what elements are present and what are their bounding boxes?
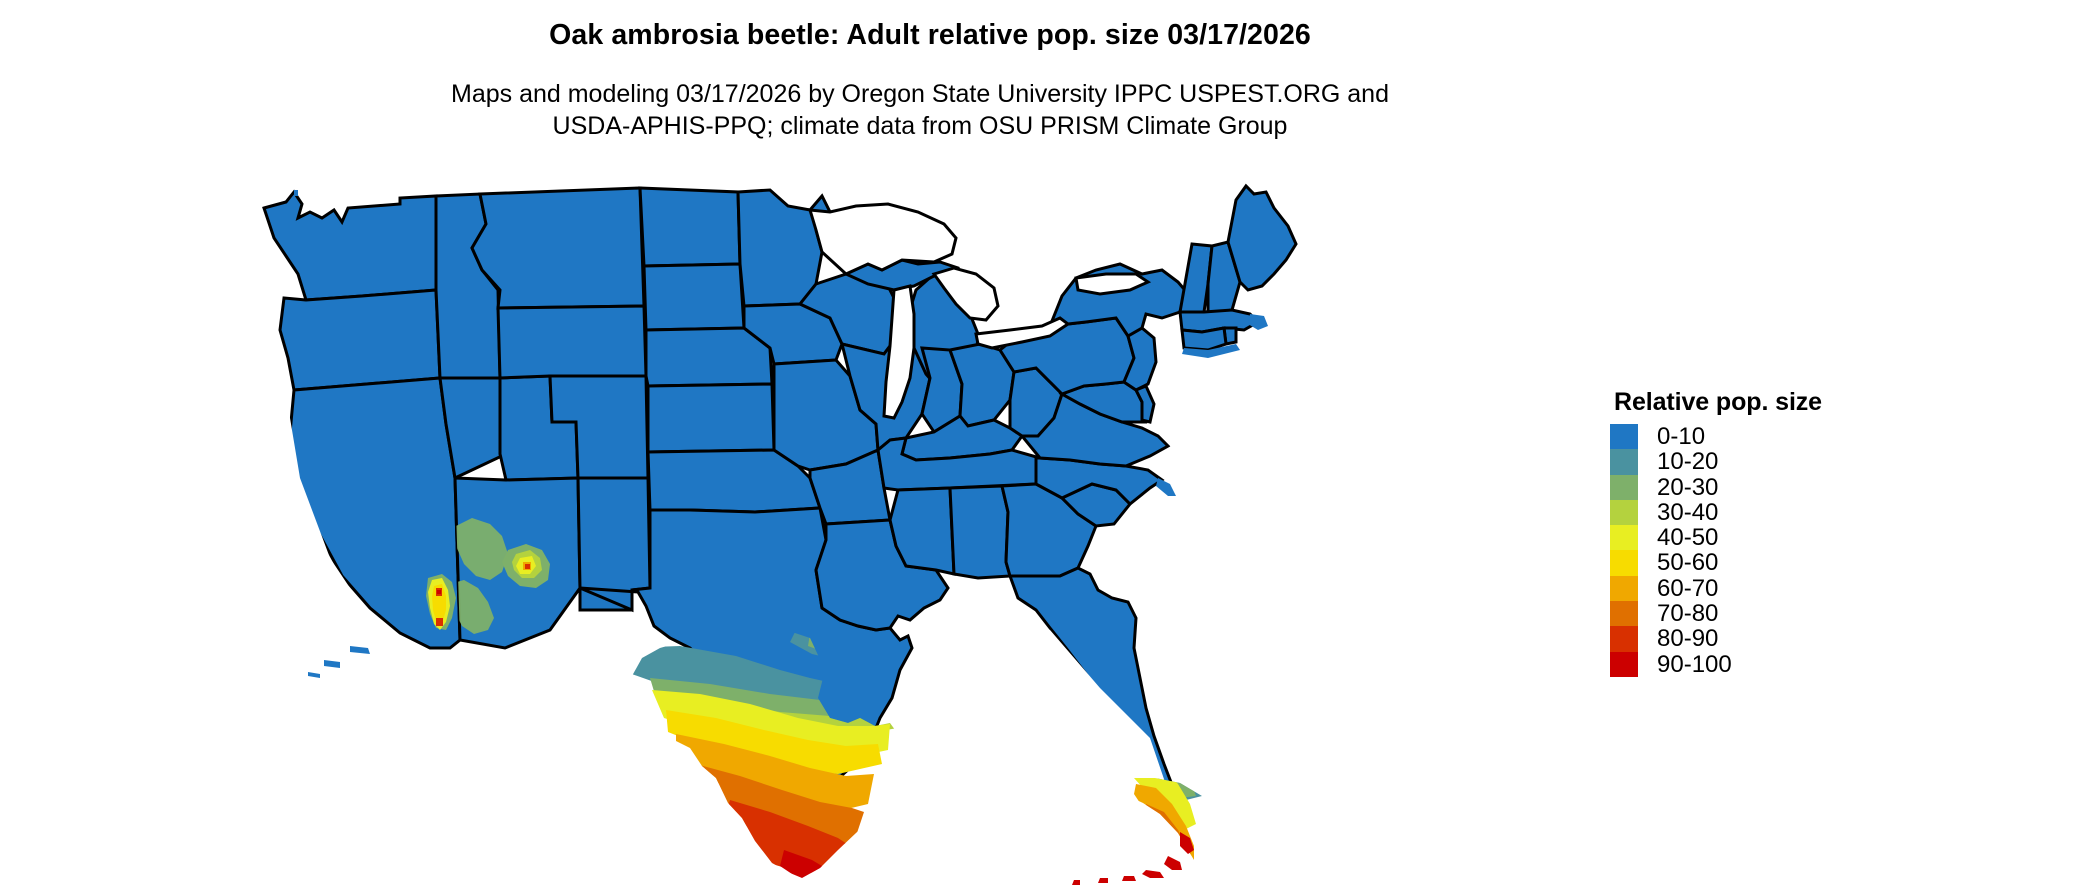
subtitle-line-2: USDA-APHIS-PPQ; climate data from OSU PR… xyxy=(552,112,1288,140)
legend-label-90-100: 90-100 xyxy=(1657,650,1732,678)
florida-keys xyxy=(1072,832,1194,885)
phx-band-80-90 xyxy=(525,564,530,569)
atlantic-ocean xyxy=(1170,328,1590,892)
legend-item-0-10[interactable]: 0-10 xyxy=(1610,424,1940,449)
legend-swatch-50-60 xyxy=(1610,550,1638,576)
lake-erie xyxy=(974,316,1071,350)
subtitle-block: Maps and modeling 03/17/2026 by Oregon S… xyxy=(0,78,1840,142)
tx-band-70-80 xyxy=(694,764,864,850)
legend-label-50-60: 50-60 xyxy=(1657,549,1719,577)
state-mississippi xyxy=(888,486,956,576)
tx-band-50-60 xyxy=(666,710,882,774)
speck-outer-banks xyxy=(1156,478,1176,496)
legend-item-80-90[interactable]: 80-90 xyxy=(1610,625,1940,653)
az-band-20-30-lowercolo xyxy=(455,580,494,634)
state-maine xyxy=(1226,183,1298,292)
lake-huron xyxy=(931,266,1000,322)
subtitle-line-1: Maps and modeling 03/17/2026 by Oregon S… xyxy=(451,80,1389,108)
legend-swatch-40-50 xyxy=(1610,525,1638,551)
title-block: Oak ambrosia beetle: Adult relative pop.… xyxy=(0,18,1860,52)
legend: Relative pop. size 0-10 10-20 20-30 30-4… xyxy=(1610,388,1940,677)
keys-band-90-100 xyxy=(1072,832,1194,885)
state-nevada xyxy=(438,376,508,481)
tx-band-80-90 xyxy=(724,800,850,874)
fl-band-20-30 xyxy=(1128,778,1196,798)
tx-band-60-70 xyxy=(676,734,874,814)
legend-label-10-20: 10-20 xyxy=(1657,448,1719,476)
legend-label-20-30: 20-30 xyxy=(1657,473,1719,501)
state-tennessee xyxy=(876,436,1042,492)
pacific-ocean xyxy=(250,394,465,892)
legend-item-30-40[interactable]: 30-40 xyxy=(1610,500,1940,525)
az-band-20-30-west xyxy=(456,518,508,580)
legend-swatch-80-90 xyxy=(1610,626,1638,652)
state-south-dakota xyxy=(642,262,746,332)
speck-puget-sound xyxy=(294,190,298,196)
conus-landmass xyxy=(250,183,1590,892)
legend-item-40-50[interactable]: 40-50 xyxy=(1610,525,1940,550)
state-connecticut xyxy=(1180,326,1228,352)
legend-item-70-80[interactable]: 70-80 xyxy=(1610,601,1940,626)
speck-long-island xyxy=(1182,344,1240,358)
state-kansas xyxy=(646,382,776,454)
page-title: Oak ambrosia beetle: Adult relative pop.… xyxy=(549,19,1311,51)
coastal-specks xyxy=(294,190,1268,678)
hotspot-phoenix xyxy=(502,544,550,588)
hotspot-lower-colorado xyxy=(455,518,508,634)
legend-item-10-20[interactable]: 10-20 xyxy=(1610,448,1940,476)
legend-item-50-60[interactable]: 50-60 xyxy=(1610,549,1940,577)
hotspot-south-texas xyxy=(632,646,910,878)
ca-band-50-60 xyxy=(432,584,446,624)
state-new-jersey xyxy=(1122,326,1158,392)
lake-superior xyxy=(807,202,958,276)
lake-ontario xyxy=(1074,272,1152,296)
state-wyoming xyxy=(496,304,648,380)
state-washington xyxy=(262,189,438,302)
legend-swatch-90-100 xyxy=(1610,651,1638,677)
legend-swatch-0-10 xyxy=(1610,424,1638,450)
state-alabama xyxy=(948,484,1012,580)
legend-item-60-70[interactable]: 60-70 xyxy=(1610,574,1940,602)
ca-band-80-90 xyxy=(436,588,443,626)
speck-channel-islands xyxy=(308,646,370,678)
legend-item-90-100[interactable]: 90-100 xyxy=(1610,650,1940,678)
legend-label-0-10: 0-10 xyxy=(1657,423,1706,450)
legend-swatch-60-70 xyxy=(1610,575,1638,602)
legend-label-70-80: 70-80 xyxy=(1657,600,1719,628)
legend-swatch-10-20 xyxy=(1610,449,1638,475)
us-map-svg xyxy=(250,183,1590,892)
legend-rows: 0-10 10-20 20-30 30-40 40-50 50-60 xyxy=(1610,424,1940,677)
legend-label-40-50: 40-50 xyxy=(1657,524,1719,552)
legend-label-60-70: 60-70 xyxy=(1657,574,1719,602)
ca-band-90-100 xyxy=(437,590,441,594)
state-north-dakota xyxy=(638,186,742,268)
legend-title: Relative pop. size xyxy=(1614,388,1822,416)
speck-cape-cod xyxy=(1248,314,1268,330)
hotspot-imperial-valley xyxy=(426,574,456,630)
legend-swatch-70-80 xyxy=(1610,601,1638,627)
lake-michigan xyxy=(882,284,916,420)
legend-item-20-30[interactable]: 20-30 xyxy=(1610,473,1940,501)
legend-swatch-30-40 xyxy=(1610,499,1638,526)
legend-swatch-20-30 xyxy=(1610,474,1638,500)
tx-band-40-50 xyxy=(652,690,890,758)
legend-label-80-90: 80-90 xyxy=(1657,625,1719,653)
state-oregon xyxy=(278,288,442,392)
legend-label-30-40: 30-40 xyxy=(1657,498,1719,526)
gulf-of-mexico xyxy=(810,610,1590,892)
us-map xyxy=(250,178,1590,892)
